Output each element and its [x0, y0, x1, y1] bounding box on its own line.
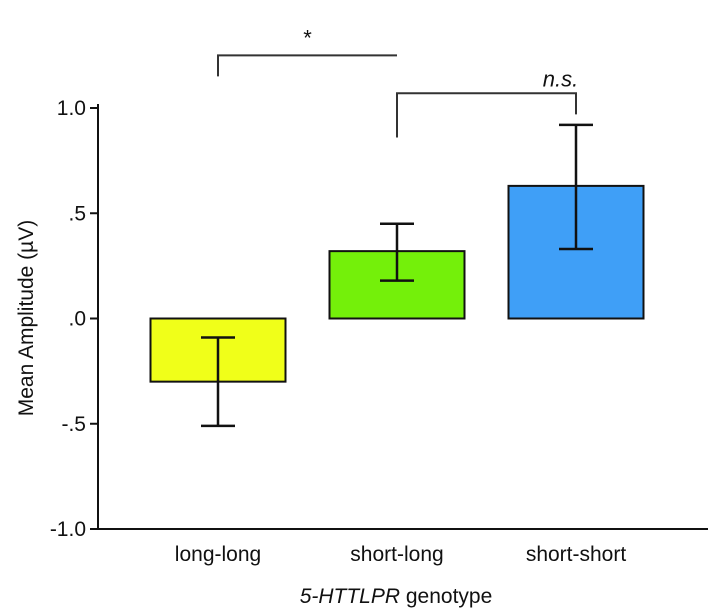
x-tick-label-long-long: long-long: [175, 543, 261, 566]
significance-label-2: n.s.: [543, 66, 578, 91]
y-tick-label: -1.0: [50, 518, 86, 541]
x-axis-title-rest: genotype: [400, 585, 492, 608]
y-tick-label: 1.0: [57, 97, 86, 120]
x-axis-title: 5-HTTLPR genotype: [300, 585, 493, 608]
x-tick-label-short-short: short-short: [526, 543, 627, 566]
y-tick-label: .0: [68, 308, 86, 331]
y-tick-label: -.5: [61, 413, 86, 436]
significance-label-1: *: [303, 25, 312, 50]
x-axis-title-italic: 5-HTTLPR: [300, 585, 400, 608]
plot-area: 1.0 .5 .0 -.5 -1.0 long-long short-long short-s…: [50, 25, 708, 566]
significance-bracket-2: [396, 92, 577, 138]
x-tick-label-short-long: short-long: [350, 543, 443, 566]
y-axis-title: Mean Amplitude (µV): [15, 220, 38, 417]
y-tick-label: .5: [68, 202, 86, 225]
significance-bracket-1: [217, 54, 397, 77]
